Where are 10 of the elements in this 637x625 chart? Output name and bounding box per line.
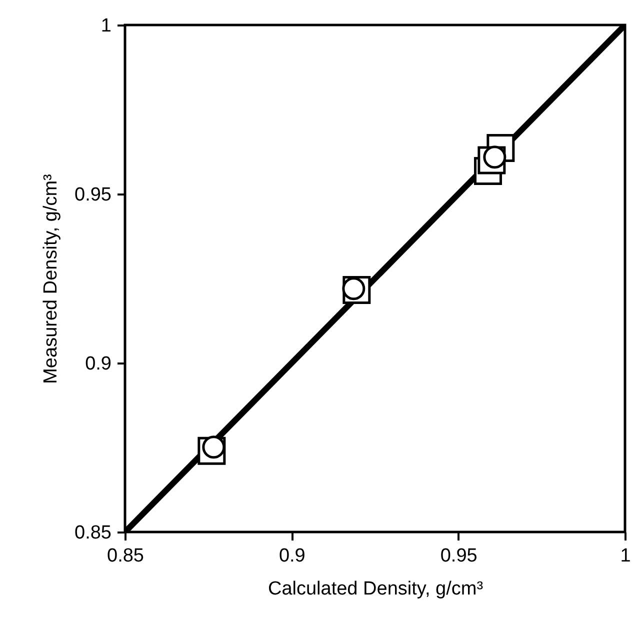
- x-tick-label: 0.9: [278, 546, 306, 566]
- x-tick-label: 0.95: [440, 546, 478, 566]
- y-tick-label: 0.95: [74, 184, 112, 206]
- x-axis-title: Calculated Density, g/cm³: [268, 578, 484, 600]
- y-axis-title: Measured Density, g/cm³: [40, 174, 62, 384]
- y-tick-label: 0.9: [85, 354, 112, 374]
- y-tick-label: 0.85: [74, 522, 112, 544]
- x-tick-label: 1: [620, 546, 631, 566]
- y-tick-label: 1: [100, 16, 112, 36]
- x-tick-label: 0.85: [107, 546, 144, 566]
